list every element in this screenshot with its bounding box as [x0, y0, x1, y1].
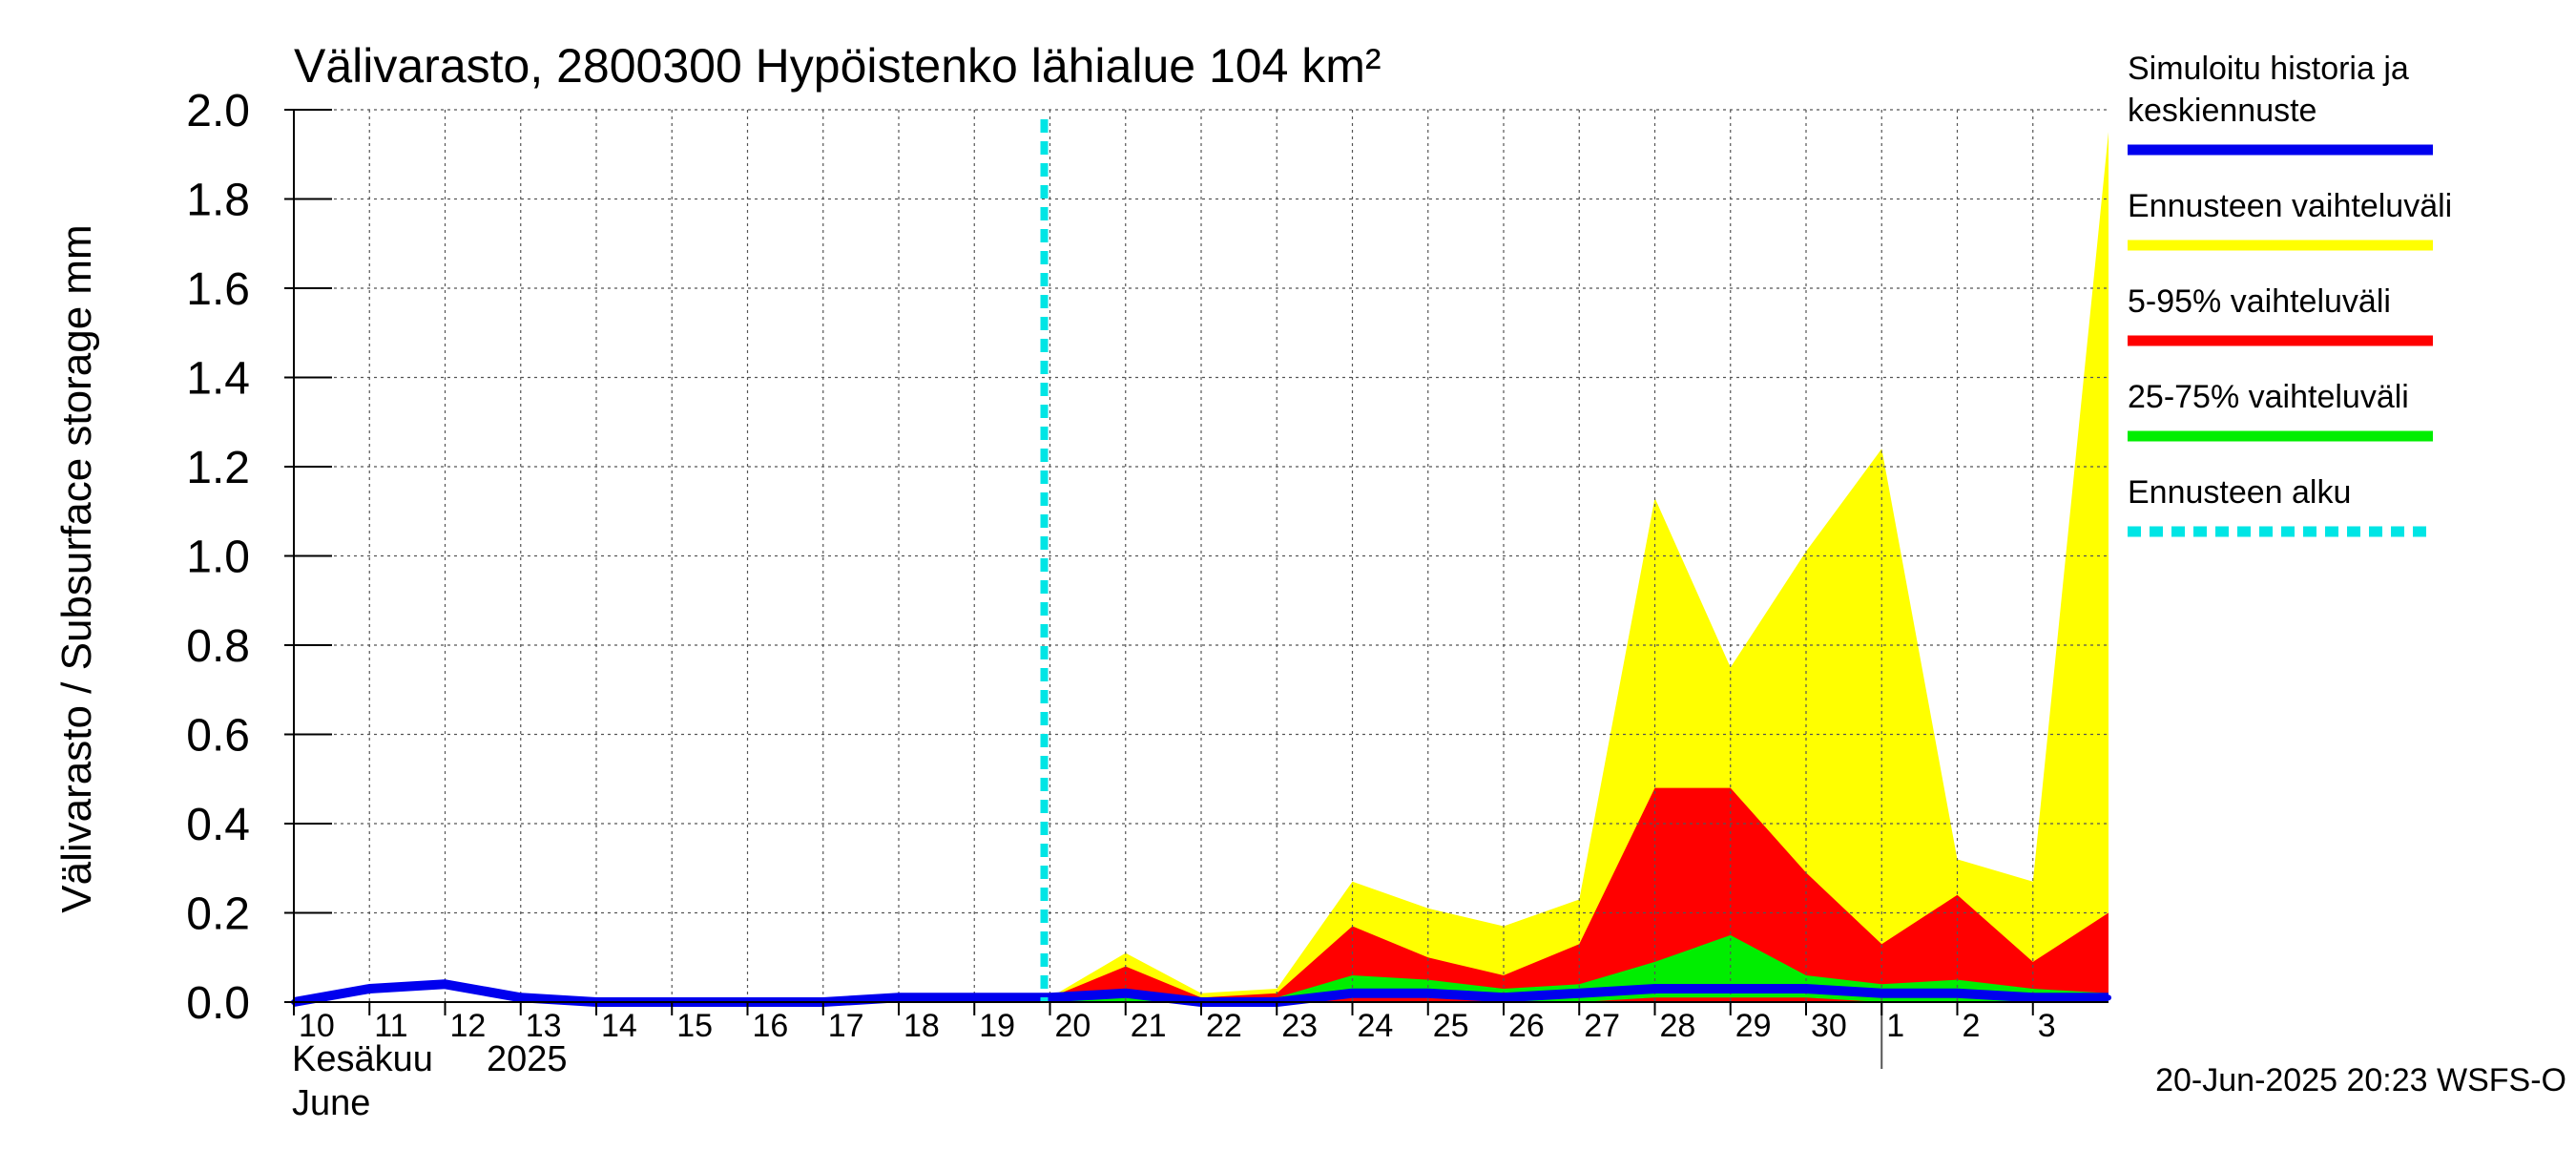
data-point-mean [2029, 994, 2036, 1001]
legend: Simuloitu historia ja keskiennuste Ennuste… [2128, 51, 2452, 537]
data-point-mean [1501, 994, 1506, 1001]
x-tick-label: 14 [601, 1008, 637, 1044]
data-point-mean [2106, 994, 2111, 1001]
y-tick-label: 1.6 [186, 264, 250, 315]
x-tick-label: 19 [979, 1008, 1015, 1044]
legend-label: keskiennuste [2128, 93, 2316, 129]
data-point-mean [1349, 990, 1356, 996]
x-axis-month-en: June [292, 1083, 370, 1123]
x-tick-label: 28 [1660, 1008, 1696, 1044]
x-tick-label: 10 [299, 1008, 335, 1044]
data-point-mean [1047, 994, 1053, 1001]
data-point-mean [896, 994, 902, 1001]
data-point-mean [971, 994, 978, 1001]
data-point-mean [1803, 985, 1809, 992]
x-tick-label: 17 [828, 1008, 864, 1044]
band-ennusteen-vaihteluv-li [1049, 132, 2109, 1002]
data-point-mean [366, 985, 373, 992]
data-point-mean [1122, 990, 1129, 996]
x-tick-label: 2 [1963, 1008, 1981, 1044]
x-tick-label: 22 [1206, 1008, 1242, 1044]
chart-title: Välivarasto, 2800300 Hypöistenko lähialu… [294, 39, 1381, 93]
legend-label: 5-95% vaihteluväli [2128, 283, 2391, 320]
y-tick-label: 0.8 [186, 621, 250, 672]
x-tick-label: 12 [450, 1008, 487, 1044]
x-tick-label: 26 [1508, 1008, 1545, 1044]
data-point-mean [1727, 985, 1734, 992]
x-tick-label: 3 [2038, 1008, 2056, 1044]
x-tick-label: 23 [1281, 1008, 1318, 1044]
x-tick-label: 24 [1358, 1008, 1394, 1044]
footer-timestamp: 20-Jun-2025 20:23 WSFS-O [2155, 1062, 2566, 1098]
legend-label: Ennusteen alku [2128, 474, 2351, 511]
x-axis-year: 2025 [487, 1039, 568, 1079]
x-tick-label: 15 [676, 1008, 713, 1044]
legend-label: Simuloitu historia ja [2128, 51, 2409, 87]
x-tick-label: 13 [526, 1008, 562, 1044]
band-5-95-vaihteluv-li [1049, 787, 2109, 1002]
x-axis-month-fi: Kesäkuu [292, 1039, 433, 1079]
x-tick-label: 20 [1055, 1008, 1091, 1044]
x-tick-label: 18 [904, 1008, 940, 1044]
x-tick-label: 16 [753, 1008, 789, 1044]
x-tick-label: 21 [1131, 1008, 1167, 1044]
y-tick-label: 0.2 [186, 889, 250, 940]
band-25-75-vaihteluv-li [1049, 934, 2109, 1002]
x-tick-label: 29 [1735, 1008, 1772, 1044]
y-axis-label: Välivarasto / Subsurface storage mm [53, 224, 100, 912]
y-tick-label: 1.4 [186, 354, 250, 405]
legend-label: 25-75% vaihteluväli [2128, 379, 2409, 415]
x-tick-label: 27 [1584, 1008, 1620, 1044]
y-tick-label: 1.2 [186, 443, 250, 493]
data-point-mean [517, 994, 524, 1001]
y-tick-label: 2.0 [186, 86, 250, 136]
y-tick-label: 0.6 [186, 711, 250, 762]
y-tick-label: 0.0 [186, 978, 250, 1029]
data-point-mean [442, 981, 448, 988]
legend-label: Ennusteen vaihteluväli [2128, 188, 2452, 224]
x-tick-label: 11 [374, 1008, 407, 1044]
x-tick-label: 1 [1886, 1008, 1904, 1044]
data-point-mean [1652, 985, 1658, 992]
data-point-mean [1954, 990, 1961, 996]
x-tick-label: 25 [1433, 1008, 1469, 1044]
y-tick-label: 0.4 [186, 800, 250, 850]
y-tick-label: 1.8 [186, 176, 250, 226]
x-tick-label: 30 [1811, 1008, 1847, 1044]
data-point-mean [1576, 990, 1583, 996]
data-point-mean [1879, 990, 1885, 996]
y-tick-label: 1.0 [186, 533, 250, 583]
data-point-mean [1424, 990, 1431, 996]
